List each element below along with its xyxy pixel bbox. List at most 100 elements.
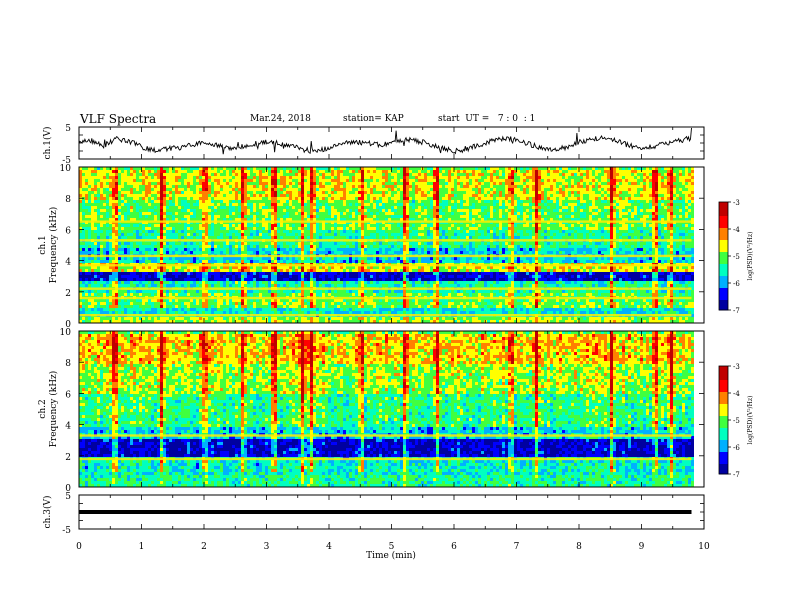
ch1-spectrogram-cell — [316, 269, 319, 272]
ch1-spectrogram-cell — [346, 203, 349, 206]
ch1-spectrogram-cell — [103, 191, 106, 194]
ch1-spectrogram-cell — [301, 212, 304, 215]
ch1-spectrogram-cell — [208, 194, 211, 197]
ch1-spectrogram-cell — [256, 284, 259, 287]
ch1-spectrogram-cell — [277, 230, 280, 233]
ch1-spectrogram-cell — [322, 209, 325, 212]
ch1-spectrogram-cell — [346, 284, 349, 287]
ch1-spectrogram-cell — [307, 257, 310, 260]
ch1-spectrogram-cell — [91, 188, 94, 191]
ch1-spectrogram-cell — [133, 272, 136, 275]
ch1-spectrogram-cell — [205, 308, 208, 311]
ch1-spectrogram-cell — [148, 230, 151, 233]
ch1-spectrogram-cell — [292, 281, 295, 284]
ch1-spectrogram-cell — [331, 194, 334, 197]
ch1-spectrogram-cell — [247, 212, 250, 215]
ch1-spectrogram-cell — [268, 317, 271, 320]
ch1-spectrogram-cell — [244, 209, 247, 212]
ch1-spectrogram-cell — [235, 230, 238, 233]
ch1-spectrogram-cell — [94, 272, 97, 275]
ch1-spectrogram-cell — [190, 293, 193, 296]
ch1-spectrogram-cell — [298, 248, 301, 251]
ch1-spectrogram-cell — [238, 317, 241, 320]
ch1-spectrogram-cell — [316, 227, 319, 230]
ch1-spectrogram-cell — [97, 257, 100, 260]
ch1-spectrogram-cell — [217, 170, 220, 173]
ch1-spectrogram-cell — [283, 191, 286, 194]
ch1-spectrogram-cell — [301, 188, 304, 191]
ch1-spectrogram-cell — [355, 212, 358, 215]
ch1-spectrogram-cell — [235, 212, 238, 215]
ch1-spectrogram-cell — [364, 245, 367, 248]
ch1-spectrogram-cell — [253, 230, 256, 233]
ch1-spectrogram-cell — [220, 236, 223, 239]
ch1-spectrogram-cell — [199, 242, 202, 245]
ch1-spectrogram-cell — [352, 170, 355, 173]
ch1-spectrogram-cell — [241, 278, 244, 281]
ch1-spectrogram-cell — [316, 206, 319, 209]
ch1-spectrogram-cell — [352, 272, 355, 275]
ch1-spectrogram-cell — [313, 284, 316, 287]
ch1-spectrogram-cell — [109, 299, 112, 302]
ch1-spectrogram-cell — [172, 245, 175, 248]
ch1-spectrogram-cell — [274, 260, 277, 263]
ch1-spectrogram-cell — [349, 173, 352, 176]
ch1-spectrogram-cell — [163, 251, 166, 254]
ch1-spectrogram-cell — [100, 194, 103, 197]
ch1-spectrogram-cell — [292, 194, 295, 197]
ch1-spectrogram-cell — [109, 185, 112, 188]
ch1-spectrogram-cell — [361, 233, 364, 236]
ch1-spectrogram-cell — [340, 215, 343, 218]
ch1-spectrogram-cell — [106, 185, 109, 188]
ch1-spectrogram-cell — [292, 191, 295, 194]
ch1-spectrogram-cell — [193, 269, 196, 272]
ch1-spectrogram-cell — [286, 302, 289, 305]
ch1-spectrogram-cell — [217, 224, 220, 227]
ch1-spectrogram-cell — [313, 173, 316, 176]
ch1-spectrogram-cell — [304, 200, 307, 203]
ch1-spectrogram-cell — [310, 170, 313, 173]
ch1-spectrogram-cell — [163, 188, 166, 191]
ch1-spectrogram-cell — [307, 278, 310, 281]
ch1-spectrogram-cell — [283, 233, 286, 236]
ch1-spectrogram-cell — [220, 305, 223, 308]
ch1-spectrogram-cell — [274, 317, 277, 320]
ch1-spectrogram-cell — [358, 230, 361, 233]
ch1-spectrogram-cell — [310, 206, 313, 209]
ch1-spectrogram-cell — [256, 299, 259, 302]
ch1-spectrogram-cell — [196, 242, 199, 245]
ch1-spectrogram-cell — [178, 290, 181, 293]
ch1-spectrogram-cell — [265, 248, 268, 251]
ch1-spectrogram-cell — [196, 260, 199, 263]
ch1-spectrogram-cell — [250, 209, 253, 212]
ch1-spectrogram-cell — [316, 176, 319, 179]
ch1-spectrogram-cell — [223, 248, 226, 251]
ch1-spectrogram-cell — [181, 248, 184, 251]
ch1-spectrogram-cell — [97, 281, 100, 284]
ch1-spectrogram-cell — [289, 233, 292, 236]
ch1-spectrogram-cell — [229, 227, 232, 230]
ch1-spectrogram-cell — [211, 200, 214, 203]
ch1-spectrogram-cell — [283, 230, 286, 233]
ch1-spectrogram-cell — [289, 191, 292, 194]
ch1-spectrogram-cell — [169, 176, 172, 179]
ch1-spectrogram-cell — [169, 245, 172, 248]
ch1-spectrogram-cell — [259, 305, 262, 308]
ch1-spectrogram-cell — [169, 179, 172, 182]
ch1-spectrogram-cell — [286, 269, 289, 272]
ch1-spectrogram-cell — [355, 242, 358, 245]
ch1-spectrogram-cell — [265, 197, 268, 200]
ch1-spectrogram-cell — [118, 269, 121, 272]
ch1-spectrogram-cell — [256, 236, 259, 239]
ch1-spectrogram-cell — [190, 260, 193, 263]
ch1-spectrogram-cell — [136, 191, 139, 194]
ch1-spectrogram-cell — [238, 284, 241, 287]
ch1-spectrogram-cell — [133, 290, 136, 293]
ch1-spectrogram-cell — [310, 191, 313, 194]
ch1-spectrogram-cell — [229, 299, 232, 302]
ch1-spectrogram-cell — [187, 278, 190, 281]
ch1-spectrogram-cell — [253, 311, 256, 314]
ch1-spectrogram-cell — [157, 275, 160, 278]
ch1-spectrogram-cell — [121, 284, 124, 287]
ch1-spectrogram-cell — [226, 248, 229, 251]
